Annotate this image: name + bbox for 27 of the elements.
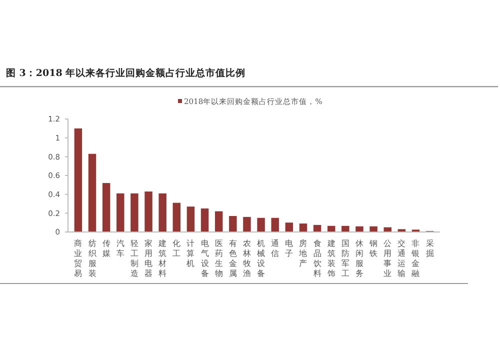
x-tick-label: 计算机 <box>186 239 195 268</box>
x-tick-label: 电子 <box>285 239 294 258</box>
x-tick-label: 采掘 <box>426 239 434 258</box>
x-tick-label: 纺织服装 <box>88 239 96 278</box>
x-tick-label: 轻工制造 <box>130 239 138 278</box>
chart-title: 图 3：2018 年以来各行业回购金额占行业总市值比例 <box>6 67 246 79</box>
x-tick-label: 公用事业 <box>384 239 392 278</box>
x-tick-label: 农林牧渔 <box>242 239 251 278</box>
x-tick-label: 交通运输 <box>398 239 406 278</box>
x-tick-label: 医药生物 <box>214 239 223 278</box>
x-tick-label: 有色金属 <box>228 239 237 278</box>
x-tick-label: 家用电器 <box>144 239 153 278</box>
x-tick-label: 国防军工 <box>341 239 350 278</box>
x-tick-label: 休闲服务 <box>355 239 364 278</box>
x-tick-label: 食品饮料 <box>312 239 322 278</box>
x-tick-label: 建筑材料 <box>158 239 167 278</box>
x-tick-label: 商业贸易 <box>74 239 82 278</box>
x-tick-label: 化工 <box>172 239 181 258</box>
x-tick-label: 汽车 <box>116 239 124 258</box>
x-tick-label: 机械设备 <box>257 239 266 278</box>
x-tick-label: 通信 <box>271 239 280 258</box>
x-tick-label: 非银金融 <box>410 239 420 278</box>
x-tick-label: 建筑装饰 <box>326 239 336 278</box>
x-tick-label: 传媒 <box>102 239 110 258</box>
x-tick-label: 钢铁 <box>368 239 378 258</box>
x-tick-label: 电气设备 <box>200 239 209 278</box>
x-tick-label: 房地产 <box>298 239 308 268</box>
